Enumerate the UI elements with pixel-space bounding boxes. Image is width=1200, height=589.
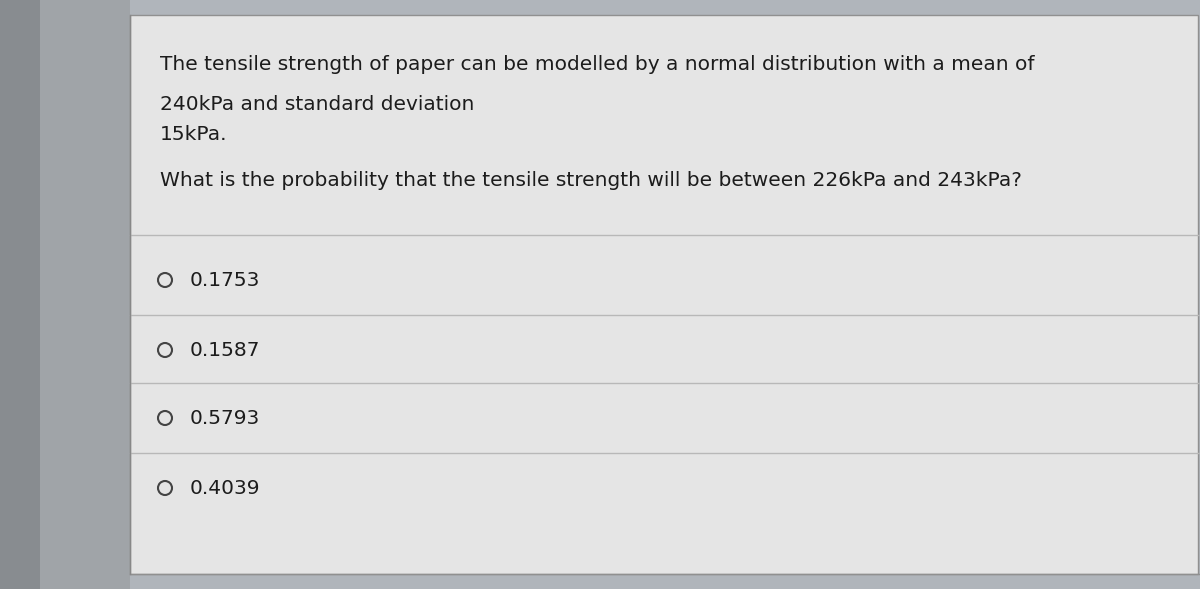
- Text: 15kPa.: 15kPa.: [160, 125, 228, 144]
- Bar: [0, 0, 130, 589]
- Text: What is the probability that the tensile strength will be between 226kPa and 243: What is the probability that the tensile…: [160, 170, 1022, 190]
- Text: 0.1587: 0.1587: [190, 340, 260, 359]
- Text: 0.5793: 0.5793: [190, 409, 260, 428]
- Text: The tensile strength of paper can be modelled by a normal distribution with a me: The tensile strength of paper can be mod…: [160, 55, 1034, 74]
- Bar: [0, 0, 40, 589]
- Bar: [130, 15, 1198, 574]
- Text: 0.1753: 0.1753: [190, 270, 260, 290]
- Text: 0.4039: 0.4039: [190, 478, 260, 498]
- Text: 240kPa and standard deviation: 240kPa and standard deviation: [160, 95, 474, 114]
